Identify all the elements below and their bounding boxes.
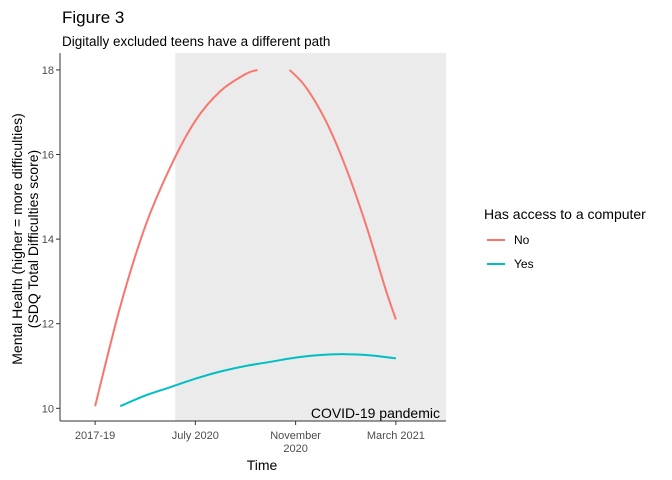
- series-layer: [94, 68, 397, 408]
- y-tick-label: 12: [42, 319, 54, 331]
- y-tick-label: 10: [42, 403, 54, 415]
- y-tick-label: 16: [42, 150, 54, 162]
- x-tick-label: July 2020: [172, 430, 219, 442]
- covid-shaded-region: [175, 53, 446, 421]
- x-tick-label: March 2021: [367, 430, 425, 442]
- chart-subtitle: Digitally excluded teens have a differen…: [62, 34, 330, 49]
- series-line-yes: [119, 353, 397, 408]
- series-line-no: [288, 69, 397, 320]
- x-tick-label-line2: 2020: [283, 443, 307, 455]
- legend-label-no: No: [514, 233, 530, 247]
- y-axis-title-line1: Mental Health (higher = more difficultie…: [9, 113, 25, 364]
- y-axis-title-line2: (SDQ Total Difficulties score): [25, 150, 41, 328]
- covid-region-label: COVID-19 pandemic: [311, 405, 440, 421]
- x-axis-title: Time: [247, 457, 278, 473]
- y-axis-ticks: 10 12 14 16 18: [42, 65, 60, 415]
- series-line-no: [94, 68, 258, 407]
- y-tick-label: 14: [42, 234, 54, 246]
- x-tick-label: 2017-19: [75, 430, 115, 442]
- chart-title: Figure 3: [62, 8, 124, 27]
- x-tick-label: November: [270, 430, 321, 442]
- legend: Has access to a computer No Yes: [484, 206, 646, 271]
- legend-label-yes: Yes: [514, 257, 534, 271]
- y-tick-label: 18: [42, 65, 54, 77]
- legend-title: Has access to a computer: [484, 206, 646, 222]
